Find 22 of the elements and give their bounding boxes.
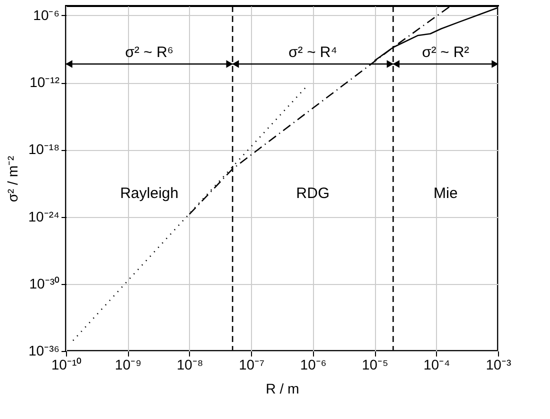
x-tick-label: 10⁻⁵ — [362, 356, 388, 372]
y-tick-label: 10⁻²⁴ — [28, 208, 60, 224]
x-axis-title: R / m — [266, 380, 300, 396]
y-axis-title: σ² / m⁻² — [4, 156, 20, 202]
annotation: Rayleigh — [120, 185, 178, 202]
y-tick-label: 10⁻³⁰ — [29, 275, 60, 292]
x-tick-label: 10⁻⁹ — [114, 356, 142, 372]
y-tick-label: 10⁻⁶ — [33, 6, 60, 23]
x-tick-label: 10⁻⁷ — [238, 356, 264, 372]
annotation: σ² ~ R⁶ — [125, 44, 174, 61]
annotation: RDG — [296, 185, 330, 202]
x-tick-label: 10⁻⁶ — [300, 356, 327, 372]
x-tick-label: 10⁻³ — [486, 356, 512, 372]
x-tick-label: 10⁻¹⁰ — [51, 356, 82, 372]
annotation: Mie — [433, 185, 458, 202]
x-tick-label: 10⁻⁴ — [423, 356, 450, 372]
x-tick-label: 10⁻⁸ — [176, 356, 204, 372]
y-tick-label: 10⁻¹⁸ — [28, 141, 60, 158]
annotation: σ² ~ R⁴ — [288, 44, 338, 61]
annotation: σ² ~ R² — [422, 44, 470, 61]
y-tick-label: 10⁻³⁶ — [28, 342, 60, 358]
y-tick-label: 10⁻¹² — [30, 74, 60, 90]
